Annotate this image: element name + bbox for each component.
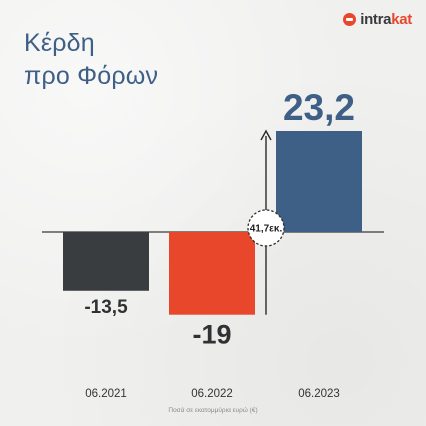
units-footnote: Ποσά σε εκατομμύρια ευρώ (€)	[168, 407, 258, 414]
category-label-06.2022: 06.2022	[191, 388, 233, 400]
delta-circle	[247, 209, 285, 247]
logo-wordmark-part-1: intra	[360, 11, 392, 28]
logo-wordmark: intrakat	[360, 12, 412, 27]
chart-title-line-1: Κέρδη	[24, 29, 95, 57]
chart-title-line-2: προ Φόρων	[24, 62, 159, 90]
value-label-06.2021: -13,5	[84, 297, 128, 318]
bar-06.2021	[63, 232, 149, 291]
delta-arrow-head-icon	[260, 129, 272, 141]
value-label-06.2022: -19	[192, 319, 231, 349]
bar-06.2022	[169, 232, 255, 315]
delta-label: 41,7εκ.	[250, 224, 283, 235]
intrakat-logo: intrakat	[343, 12, 412, 27]
bar-06.2023	[276, 131, 362, 232]
category-label-06.2021: 06.2021	[85, 388, 127, 400]
value-label-06.2023: 23,2	[283, 87, 355, 128]
logo-wordmark-part-2: kat	[391, 11, 412, 28]
logo-mark-icon	[343, 13, 357, 26]
category-label-06.2023: 06.2023	[298, 388, 340, 400]
